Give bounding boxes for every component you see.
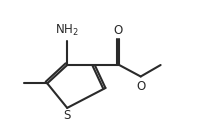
Text: O: O	[137, 80, 146, 93]
Text: S: S	[64, 109, 71, 122]
Text: NH$_2$: NH$_2$	[55, 23, 79, 38]
Text: O: O	[114, 24, 123, 37]
